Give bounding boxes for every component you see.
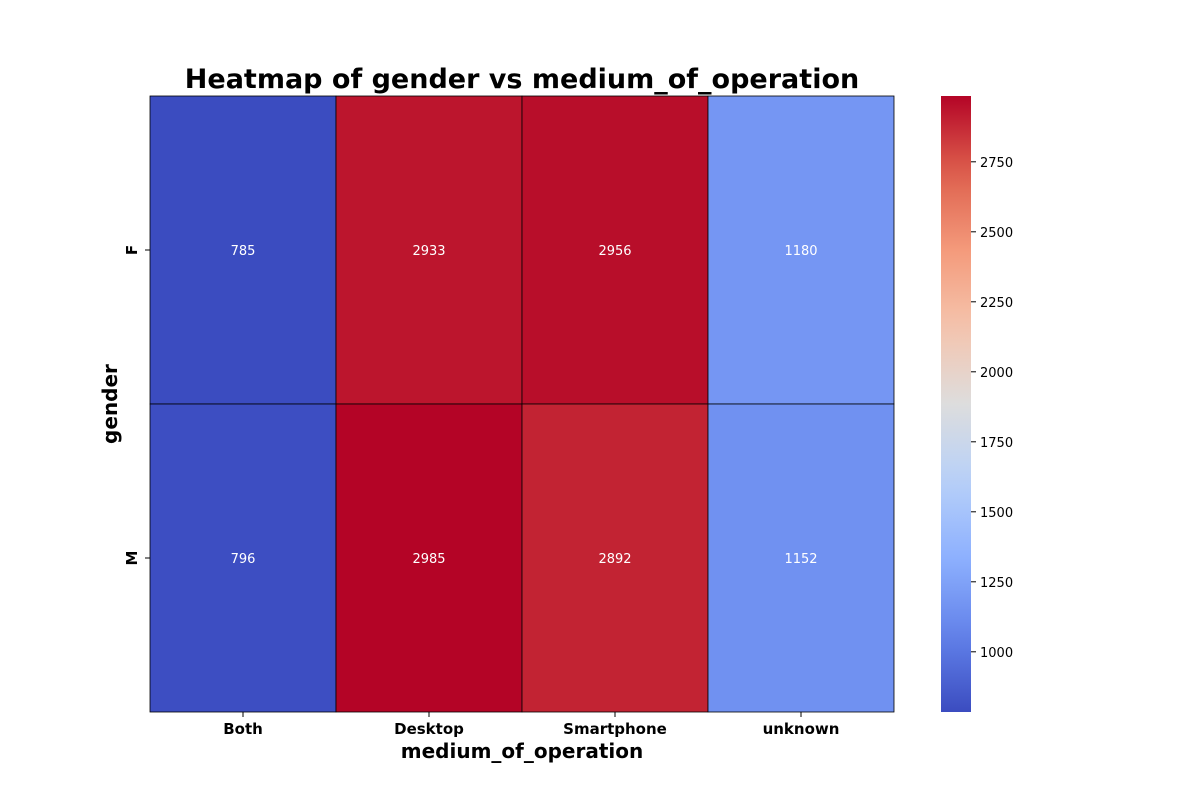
y-axis-ticks: FM <box>123 245 150 566</box>
colorbar <box>941 96 971 712</box>
cell-value-label: 2985 <box>412 552 445 567</box>
cell-value-label: 796 <box>231 552 256 567</box>
heatmap-cell-F-Smartphone <box>521 95 709 405</box>
heatmap-cell-M-Both <box>149 403 337 713</box>
y-tick-label: F <box>123 245 141 255</box>
colorbar-gradient <box>941 96 971 712</box>
heatmap-cell-labels: 785 2933 2956 1180 796 2985 2892 1152 <box>231 244 818 567</box>
colorbar-tick-label: 1500 <box>980 506 1013 521</box>
x-tick-label: Desktop <box>394 720 464 738</box>
x-tick-label: Smartphone <box>563 720 667 738</box>
x-axis-label: medium_of_operation <box>401 739 643 763</box>
colorbar-tick-label: 2000 <box>980 366 1013 381</box>
heatmap-cell-F-Desktop <box>335 95 523 405</box>
x-tick-label: unknown <box>763 720 840 738</box>
heatmap-cell-M-Smartphone <box>521 403 709 713</box>
heatmap-cell-M-Desktop <box>335 403 523 713</box>
chart-title: Heatmap of gender vs medium_of_operation <box>185 64 859 95</box>
x-axis-ticks: Both Desktop Smartphone unknown <box>223 712 839 738</box>
colorbar-tick-label: 1250 <box>980 576 1013 591</box>
cell-value-label: 2933 <box>412 244 445 259</box>
cell-value-label: 1180 <box>784 244 817 259</box>
cell-value-label: 2956 <box>598 244 631 259</box>
colorbar-tick-label: 2250 <box>980 296 1013 311</box>
heatmap-cell-M-unknown <box>707 403 895 713</box>
cell-value-label: 1152 <box>784 552 817 567</box>
colorbar-tick-label: 1750 <box>980 436 1013 451</box>
x-tick-label: Both <box>223 720 263 738</box>
cell-value-label: 2892 <box>598 552 631 567</box>
heatmap-cell-F-unknown <box>707 95 895 405</box>
heatmap-cells <box>149 95 895 713</box>
y-axis-label: gender <box>98 364 122 444</box>
cell-value-label: 785 <box>231 244 256 259</box>
colorbar-ticks: 1000 1250 1500 1750 2000 2250 2500 2750 <box>971 156 1013 661</box>
colorbar-tick-label: 2500 <box>980 226 1013 241</box>
colorbar-tick-label: 2750 <box>980 156 1013 171</box>
y-tick-label: M <box>123 551 141 566</box>
colorbar-tick-label: 1000 <box>980 646 1013 661</box>
heatmap-cell-F-Both <box>149 95 337 405</box>
